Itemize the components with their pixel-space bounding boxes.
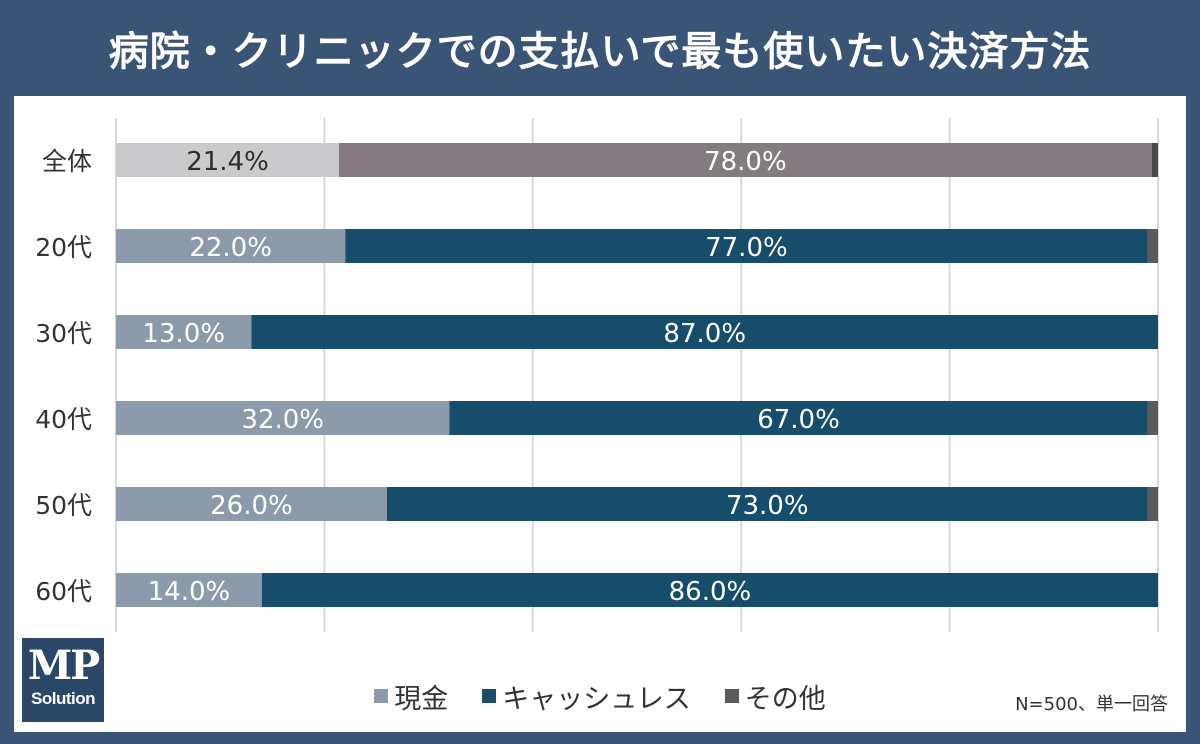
data-label: 32.0% [241,405,324,435]
bar-segment [251,315,1158,349]
category-label: 20代 [35,233,92,262]
bar-segment [1151,143,1158,177]
logo-mp-text: MP [27,642,100,689]
legend-swatch-cash [374,689,389,703]
legend-label-other: その他 [744,683,826,715]
bar-segment [116,487,387,521]
bar-segment [116,315,252,349]
data-label: 21.4% [186,147,269,177]
bar-segment [386,487,1148,521]
bar-segment [345,229,1148,263]
legend-label-cash: 現金 [394,683,449,715]
data-label: 86.0% [669,577,752,607]
category-label: 50代 [35,491,92,520]
bar-segment [1147,229,1158,263]
category-label: 30代 [35,319,92,348]
legend-swatch-cashless [482,689,497,703]
category-label: 60代 [35,577,92,606]
bar-segment [261,573,1158,607]
bar-segment [1147,487,1158,521]
legend-item-cash: 現金 [374,677,448,716]
logo-solution-text: Solution [31,689,95,708]
legend: 現金 キャッシュレス その他 [0,676,1200,716]
company-logo: MP Solution [22,638,104,722]
bar-segment [449,401,1148,435]
bar-segment [116,229,346,263]
data-label: 26.0% [210,491,293,521]
legend-swatch-other [724,689,739,703]
bar-segment [1147,401,1158,435]
chart-title: 病院・クリニックでの支払いで最も使いたい決済方法 [108,29,1092,75]
data-label: 13.0% [142,319,225,349]
data-label: 78.0% [704,147,787,177]
data-label: 22.0% [189,233,272,263]
data-label: 77.0% [705,233,788,263]
bar-segment [116,143,339,177]
category-label: 全体 [42,147,92,176]
bar-segment [338,143,1152,177]
category-label: 40代 [35,405,92,434]
data-label: 14.0% [148,577,231,607]
data-label: 87.0% [663,319,746,349]
sample-note: N=500、単一回答 [1015,694,1168,715]
legend-item-other: その他 [724,677,826,716]
bar-segment [116,573,262,607]
bar-segment [116,401,450,435]
legend-label-cashless: キャッシュレス [502,683,691,715]
data-label: 67.0% [757,405,840,435]
data-label: 73.0% [726,491,809,521]
legend-item-cashless: キャッシュレス [482,677,691,716]
